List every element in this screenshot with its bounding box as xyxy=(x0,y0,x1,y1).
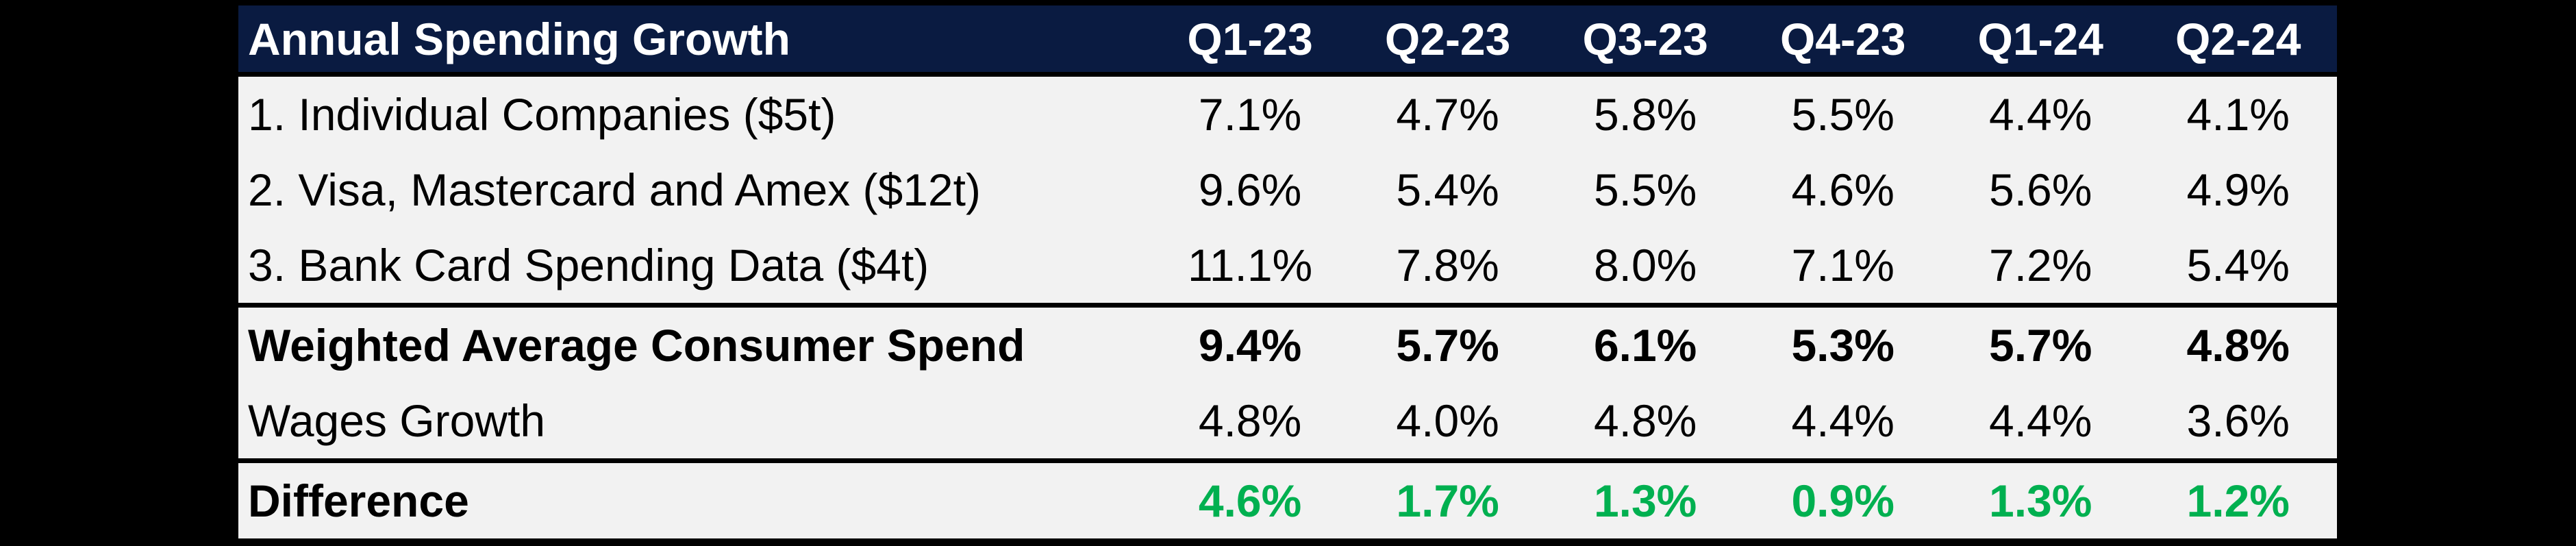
value-cell: 7.2% xyxy=(1989,240,2092,290)
row-label: 3. Bank Card Spending Data ($4t) xyxy=(248,240,929,290)
row-label: 1. Individual Companies ($5t) xyxy=(248,89,836,140)
value-cell: 5.5% xyxy=(1593,164,1697,215)
value-cell: 4.0% xyxy=(1396,395,1499,446)
value-cell: 5.5% xyxy=(1791,89,1895,140)
table-title: Annual Spending Growth xyxy=(248,13,790,64)
value-cell: 4.8% xyxy=(2186,320,2290,371)
value-cell: 7.1% xyxy=(1791,240,1895,290)
table-row: Weighted Average Consumer Spend 9.4% 5.7% 6… xyxy=(238,303,2337,383)
value-cell: 4.8% xyxy=(1198,395,1302,446)
value-cell: 1.3% xyxy=(1593,475,1697,526)
table-row: Difference 4.6% 1.7% 1.3% 0.9% 1.3% 1.2% xyxy=(238,458,2337,538)
value-cell: 11.1% xyxy=(1187,240,1313,290)
value-cell: 9.6% xyxy=(1198,164,1302,215)
annual-spending-growth-table: Annual Spending Growth Q1-23 Q2-23 Q3-23 Q4… xyxy=(238,5,2337,538)
value-cell: 4.9% xyxy=(2186,164,2290,215)
table-row: 2. Visa, Mastercard and Amex ($12t) 9.6% 5… xyxy=(238,152,2337,227)
value-cell: 1.2% xyxy=(2186,475,2290,526)
value-cell: 4.4% xyxy=(1989,395,2092,446)
column-header: Q2-23 xyxy=(1384,13,1511,64)
value-cell: 5.8% xyxy=(1593,89,1697,140)
value-cell: 7.8% xyxy=(1396,240,1499,290)
row-label: 2. Visa, Mastercard and Amex ($12t) xyxy=(248,164,981,215)
value-cell: 5.6% xyxy=(1989,164,2092,215)
table-row: 3. Bank Card Spending Data ($4t) 11.1% 7.8… xyxy=(238,227,2337,303)
value-cell: 5.7% xyxy=(1396,320,1499,371)
value-cell: 5.4% xyxy=(1396,164,1499,215)
value-cell: 4.8% xyxy=(1593,395,1697,446)
column-header: Q1-23 xyxy=(1187,13,1313,64)
value-cell: 0.9% xyxy=(1791,475,1895,526)
table-row: 1. Individual Companies ($5t) 7.1% 4.7% 5.8… xyxy=(238,77,2337,152)
value-cell: 7.1% xyxy=(1198,89,1302,140)
value-cell: 4.7% xyxy=(1396,89,1499,140)
value-cell: 4.6% xyxy=(1791,164,1895,215)
value-cell: 1.3% xyxy=(1989,475,2092,526)
row-label: Wages Growth xyxy=(248,395,546,446)
value-cell: 5.3% xyxy=(1791,320,1895,371)
value-cell: 4.6% xyxy=(1198,475,1302,526)
value-cell: 8.0% xyxy=(1593,240,1697,290)
row-label: Difference xyxy=(248,475,469,526)
column-header: Q1-24 xyxy=(1977,13,2103,64)
value-cell: 5.7% xyxy=(1989,320,2092,371)
column-header: Q4-23 xyxy=(1779,13,1906,64)
row-label: Weighted Average Consumer Spend xyxy=(248,320,1025,371)
table-header-row: Annual Spending Growth Q1-23 Q2-23 Q3-23 Q4… xyxy=(238,5,2337,72)
value-cell: 5.4% xyxy=(2186,240,2290,290)
value-cell: 6.1% xyxy=(1593,320,1697,371)
value-cell: 4.4% xyxy=(1791,395,1895,446)
value-cell: 4.4% xyxy=(1989,89,2092,140)
value-cell: 1.7% xyxy=(1396,475,1499,526)
column-header: Q3-23 xyxy=(1582,13,1708,64)
value-cell: 4.1% xyxy=(2186,89,2290,140)
table-row: Wages Growth 4.8% 4.0% 4.8% 4.4% 4.4% 3.6% xyxy=(238,383,2337,458)
table-body: 1. Individual Companies ($5t) 7.1% 4.7% 5.8… xyxy=(238,77,2337,538)
value-cell: 3.6% xyxy=(2186,395,2290,446)
value-cell: 9.4% xyxy=(1198,320,1302,371)
column-header: Q2-24 xyxy=(2175,13,2301,64)
